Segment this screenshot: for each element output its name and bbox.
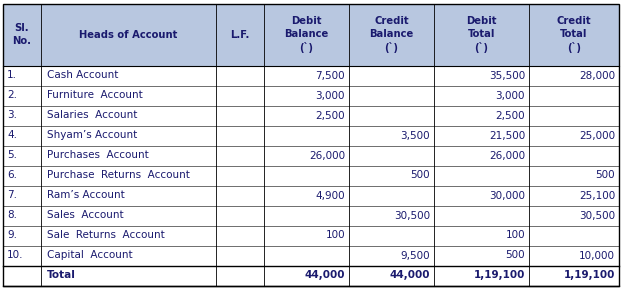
Text: 10,000: 10,000 [579, 251, 615, 260]
Text: 4,900: 4,900 [315, 190, 345, 201]
Text: Salaries  Account: Salaries Account [47, 110, 137, 121]
Text: 28,000: 28,000 [579, 71, 615, 81]
Text: 2.: 2. [7, 90, 17, 101]
Text: 100: 100 [325, 231, 345, 240]
Text: Sl.
No.: Sl. No. [12, 23, 32, 46]
Text: 3,000: 3,000 [496, 90, 525, 101]
Text: 4.: 4. [7, 131, 17, 140]
Text: 1.: 1. [7, 71, 17, 81]
Text: 44,000: 44,000 [389, 271, 430, 281]
Text: 10.: 10. [7, 251, 24, 260]
Text: 3.: 3. [7, 110, 17, 121]
Text: 25,000: 25,000 [579, 131, 615, 140]
Text: Ram’s Account: Ram’s Account [47, 190, 125, 201]
Text: Purchase  Returns  Account: Purchase Returns Account [47, 171, 190, 181]
Text: 9,500: 9,500 [401, 251, 430, 260]
Text: 25,100: 25,100 [578, 190, 615, 201]
Text: 500: 500 [505, 251, 525, 260]
Text: 2,500: 2,500 [495, 110, 525, 121]
Text: 100: 100 [505, 231, 525, 240]
Bar [3, 3, 619, 66]
Text: Sale  Returns  Account: Sale Returns Account [47, 231, 165, 240]
Text: 35,500: 35,500 [489, 71, 525, 81]
Text: 2,500: 2,500 [315, 110, 345, 121]
Text: 26,000: 26,000 [489, 151, 525, 160]
Text: 30,500: 30,500 [579, 210, 615, 221]
Text: 30,000: 30,000 [489, 190, 525, 201]
Text: Cash Account: Cash Account [47, 71, 118, 81]
Text: 26,000: 26,000 [309, 151, 345, 160]
Text: 9.: 9. [7, 231, 17, 240]
Text: Debit
Balance
(`): Debit Balance (`) [284, 16, 328, 53]
Text: 7,500: 7,500 [315, 71, 345, 81]
Text: 21,500: 21,500 [489, 131, 525, 140]
Text: Sales  Account: Sales Account [47, 210, 124, 221]
Text: Total: Total [47, 271, 76, 281]
Text: Heads of Account: Heads of Account [80, 29, 178, 40]
Text: 8.: 8. [7, 210, 17, 221]
Text: 3,500: 3,500 [401, 131, 430, 140]
Text: 500: 500 [411, 171, 430, 181]
Text: Credit
Balance
(`): Credit Balance (`) [369, 16, 414, 53]
Text: Capital  Account: Capital Account [47, 251, 132, 260]
Text: 1,19,100: 1,19,100 [473, 271, 525, 281]
Text: Shyam’s Account: Shyam’s Account [47, 131, 137, 140]
Text: 6.: 6. [7, 171, 17, 181]
Text: 7.: 7. [7, 190, 17, 201]
Text: 500: 500 [595, 171, 615, 181]
Text: 1,19,100: 1,19,100 [564, 271, 615, 281]
Text: 44,000: 44,000 [305, 271, 345, 281]
Text: Furniture  Account: Furniture Account [47, 90, 143, 101]
Text: L.F.: L.F. [230, 29, 249, 40]
Text: Purchases  Account: Purchases Account [47, 151, 149, 160]
Text: 5.: 5. [7, 151, 17, 160]
Text: Credit
Total
(`): Credit Total (`) [557, 16, 592, 53]
Text: 3,000: 3,000 [315, 90, 345, 101]
Text: 30,500: 30,500 [394, 210, 430, 221]
Text: Debit
Total
(`): Debit Total (`) [466, 16, 497, 53]
